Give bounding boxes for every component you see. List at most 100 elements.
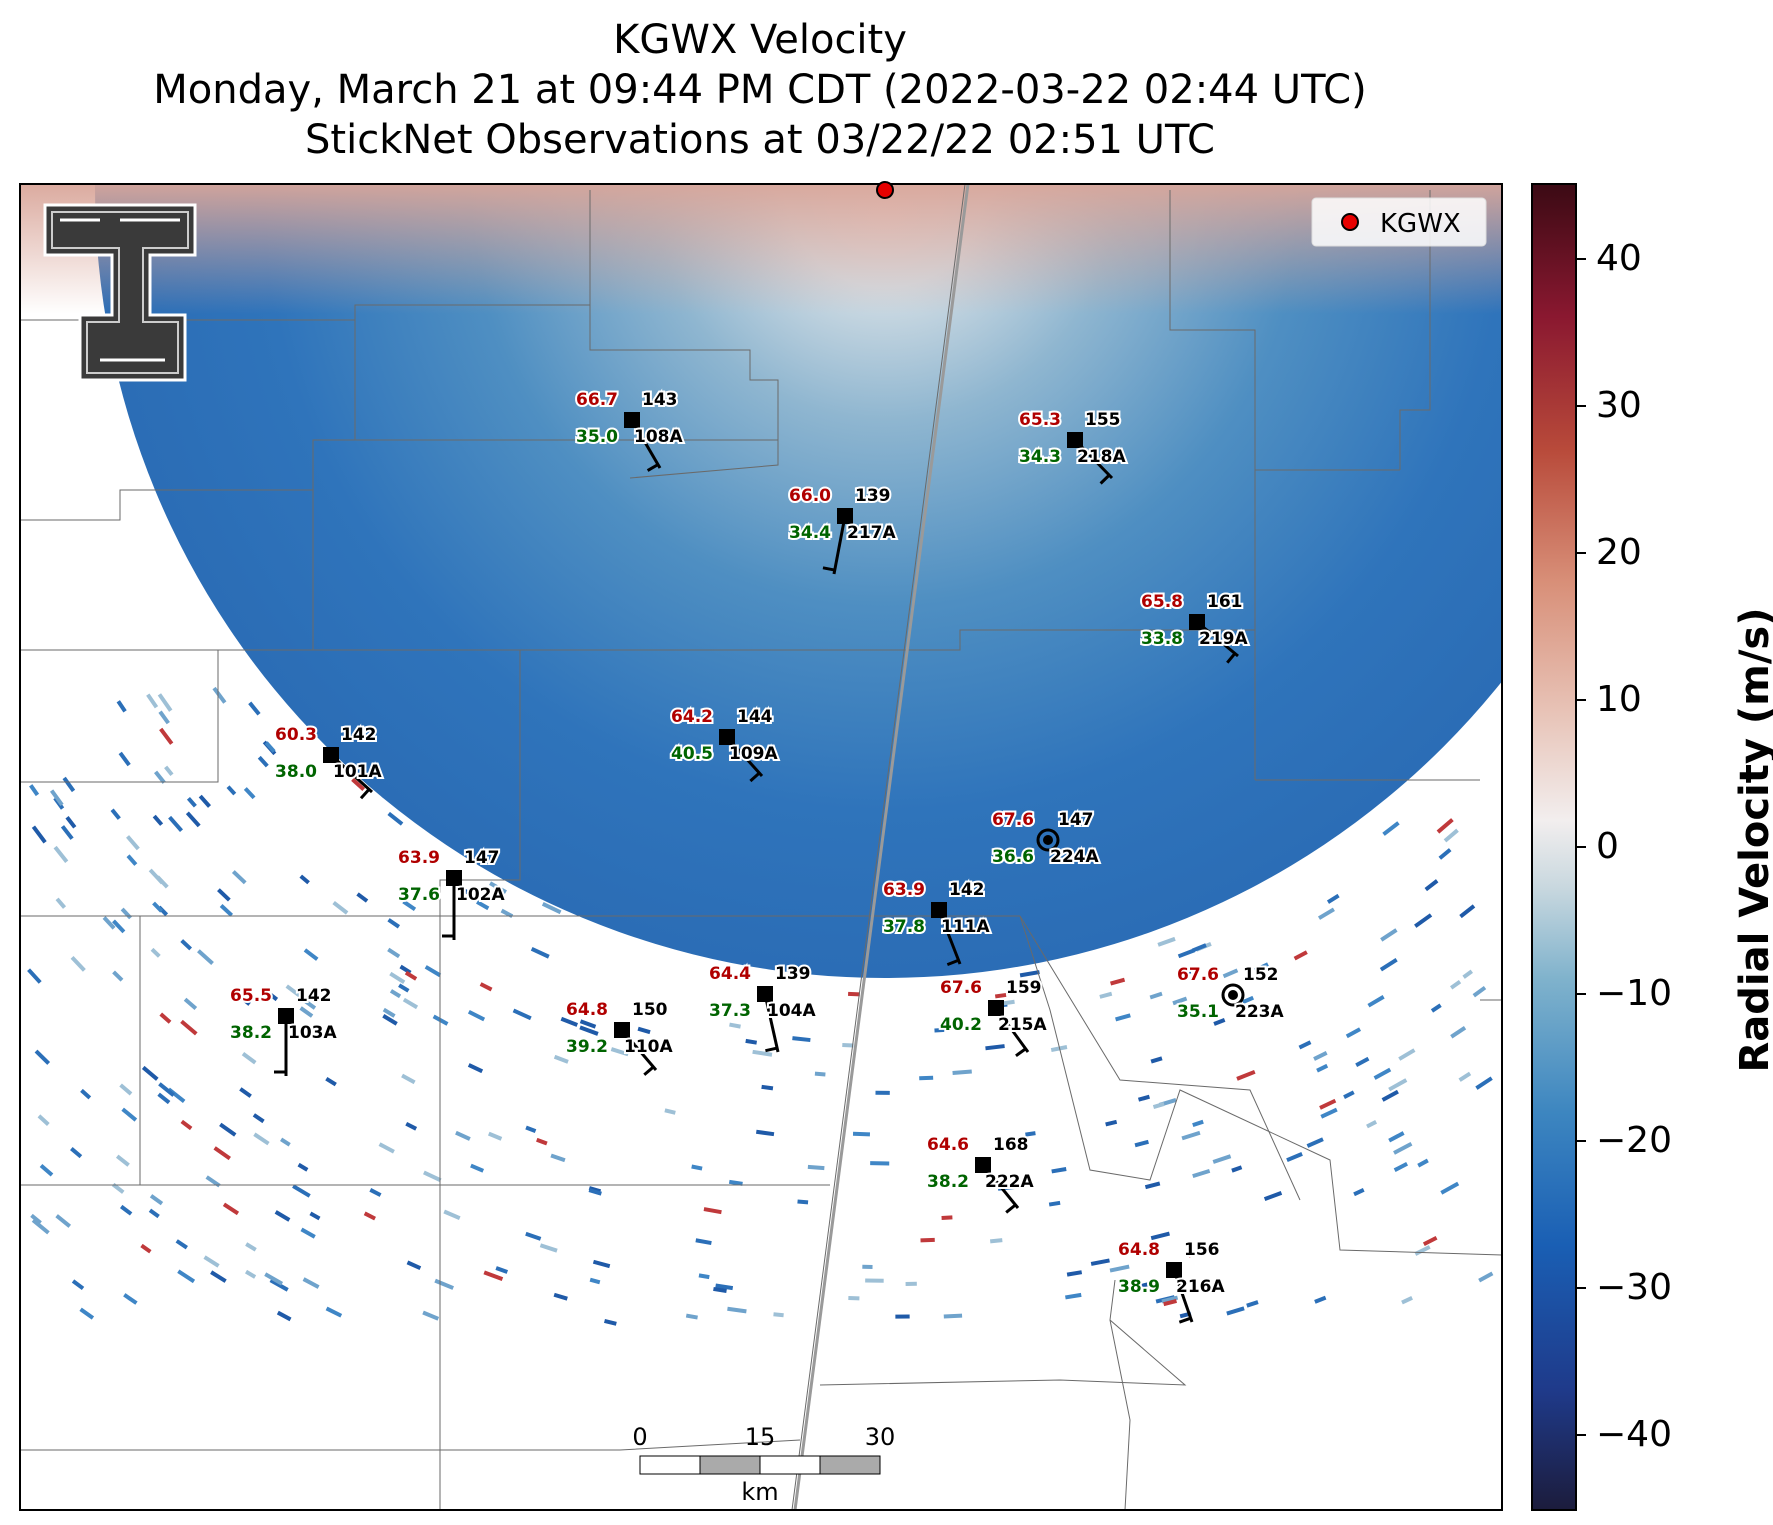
radar-noise-gate xyxy=(198,794,212,808)
radar-noise-gate xyxy=(1345,1027,1362,1039)
radar-noise-gate xyxy=(226,785,237,796)
radar-noise-gate xyxy=(112,919,126,934)
radar-noise-gate xyxy=(154,770,166,784)
radar-noise-gate xyxy=(1388,1078,1408,1092)
radar-noise-gate xyxy=(1306,1137,1324,1148)
radar-noise-gate xyxy=(126,835,140,851)
radar-noise xyxy=(27,686,1494,1326)
temperature-label: 65.5 xyxy=(230,986,272,1006)
radar-noise-gate xyxy=(118,751,131,767)
pressure-label: 159 xyxy=(1006,978,1042,998)
station-marker xyxy=(1067,432,1083,448)
pressure-label: 156 xyxy=(1184,1240,1220,1260)
station-223A: 67.6 152 35.1 223A xyxy=(1175,963,1286,1024)
radar-noise-gate xyxy=(553,1054,569,1064)
radar-noise-gate xyxy=(180,1119,193,1131)
radar-noise-gate xyxy=(276,1310,292,1322)
radar-noise-gate xyxy=(1163,1299,1178,1307)
radar-noise-gate xyxy=(1222,968,1239,979)
radar-noise-gate xyxy=(1355,1056,1370,1068)
radar-noise-gate xyxy=(1144,1181,1161,1190)
radar-noise-gate xyxy=(217,888,231,902)
ttu-logo xyxy=(43,203,197,382)
radar-noise-gate xyxy=(852,1131,871,1137)
radar-noise-gate xyxy=(55,1214,72,1228)
pressure-label: 152 xyxy=(1243,965,1279,985)
radar-noise-gate xyxy=(1443,828,1459,843)
radar-noise-gate xyxy=(102,916,116,930)
radar-noise-gate xyxy=(479,982,493,992)
radar-noise-gate xyxy=(369,1188,382,1197)
radar-noise-gate xyxy=(257,755,269,768)
legend: KGWX xyxy=(1311,197,1487,247)
radar-noise-gate xyxy=(37,1114,50,1126)
radar-noise-gate xyxy=(423,1170,442,1183)
dewpoint-label: 35.1 xyxy=(1177,1002,1219,1022)
temperature-label: 66.7 xyxy=(576,390,618,410)
radar-noise-gate xyxy=(1401,1296,1413,1305)
radar-noise-gate xyxy=(1414,913,1433,928)
radar-noise-gate xyxy=(387,947,401,959)
radar-noise-gate xyxy=(53,845,69,863)
radar-noise-gate xyxy=(530,946,550,959)
cbar-tick-neg10: −10 xyxy=(1596,973,1672,1014)
radar-noise-gate xyxy=(1298,1040,1312,1050)
station-id-label: 104A xyxy=(767,1001,816,1021)
radar-noise-gate xyxy=(1450,979,1462,990)
radar-noise-gate xyxy=(356,892,369,903)
radar-noise-gate xyxy=(1430,1003,1442,1013)
cbar-tick-30: 30 xyxy=(1596,385,1642,426)
dewpoint-label: 37.8 xyxy=(883,917,925,937)
radar-noise-gate xyxy=(941,1215,953,1220)
radar-noise-gate xyxy=(842,1042,854,1048)
radar-noise-gate xyxy=(1382,821,1400,836)
radar-noise-gate xyxy=(264,741,276,753)
pressure-label: 147 xyxy=(1058,810,1094,830)
radar-noise-gate xyxy=(110,808,121,820)
radar-noise-gate xyxy=(588,1188,602,1196)
radar-noise-gate xyxy=(300,1227,316,1239)
radar-noise-gate xyxy=(34,1049,51,1065)
radar-noise-gate xyxy=(70,955,86,972)
radar-noise-gate xyxy=(363,1211,376,1221)
station-id-label: 219A xyxy=(1199,629,1248,649)
radar-noise-gate xyxy=(65,816,77,829)
station-218A: 65.3 155 34.3 218A xyxy=(1017,408,1128,485)
radar-noise-gate xyxy=(389,971,406,984)
temperature-label: 64.8 xyxy=(566,1000,608,1020)
radar-noise-gate xyxy=(943,1313,963,1319)
radar-noise-gate xyxy=(592,1259,611,1269)
radar-noise-gate xyxy=(1188,1250,1202,1258)
radar-noise-gate xyxy=(1048,1200,1061,1207)
radar-noise-gate xyxy=(197,949,214,965)
radar-noise-gate xyxy=(31,1218,50,1235)
radar-noise-gate xyxy=(405,1121,418,1131)
radar-noise-gate xyxy=(579,1019,597,1029)
radar-noise-gate xyxy=(203,1255,220,1268)
station-marker xyxy=(446,870,462,886)
radar-noise-gate xyxy=(470,1163,485,1173)
radar-noise-gate xyxy=(382,1014,398,1026)
radar-noise-gate xyxy=(39,1164,54,1177)
radar-noise-gate xyxy=(175,1239,188,1250)
station-102A: 63.9 147 37.6 102A xyxy=(396,846,507,940)
radar-noise-gate xyxy=(1366,1120,1378,1129)
radar-noise-gate xyxy=(55,897,67,909)
station-marker xyxy=(757,986,773,1002)
radar-noise-gate xyxy=(309,1211,321,1221)
radar-noise-gate xyxy=(119,1204,133,1216)
radar-noise-gate xyxy=(500,908,514,919)
radar-noise-gate xyxy=(157,1092,171,1105)
radar-noise-gate xyxy=(1150,1231,1170,1241)
station-104A: 64.4 139 37.3 104A xyxy=(707,962,818,1053)
legend-label: KGWX xyxy=(1380,209,1461,239)
radar-noise-gate xyxy=(539,1243,558,1253)
radar-noise-gate xyxy=(1150,1056,1163,1064)
radar-noise-gate xyxy=(432,1014,449,1026)
radar-noise-gate xyxy=(112,970,124,982)
temperature-label: 65.3 xyxy=(1019,410,1061,430)
radar-noise-gate xyxy=(1343,1090,1355,1099)
radar-noise-gate xyxy=(159,1012,172,1024)
radar-noise-gate xyxy=(483,1270,504,1281)
